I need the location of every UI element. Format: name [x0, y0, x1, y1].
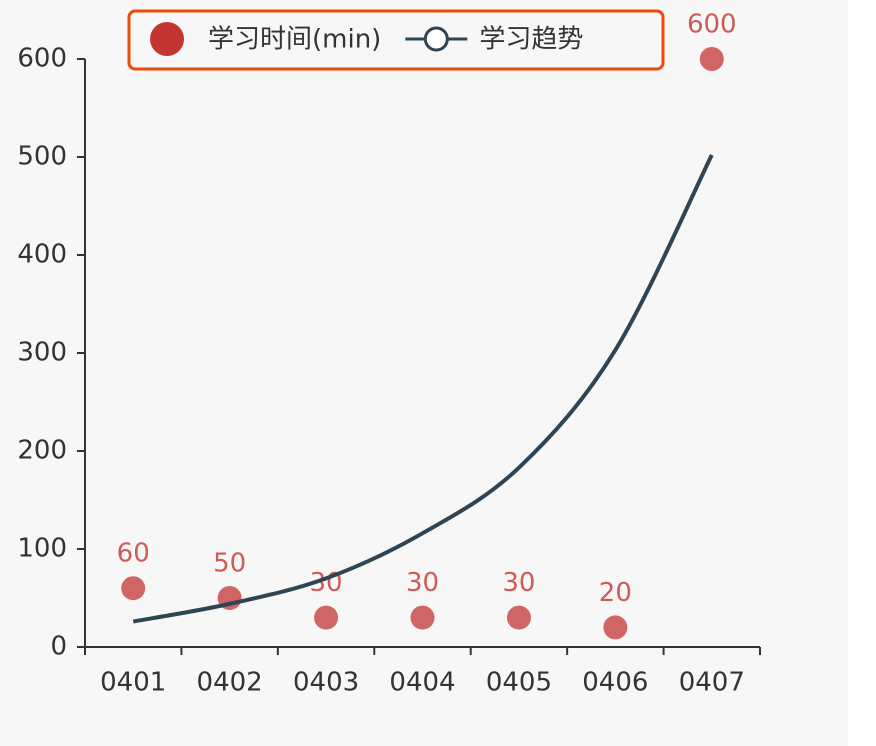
- y-tick-label: 0: [50, 632, 67, 662]
- y-tick-label: 400: [17, 240, 67, 270]
- data-label: 50: [213, 549, 246, 579]
- y-tick-label: 100: [17, 534, 67, 564]
- legend-label: 学习趋势: [479, 25, 583, 55]
- legend-symbol: [423, 26, 449, 52]
- data-label: 30: [406, 568, 439, 598]
- chart-background: [0, 0, 848, 746]
- legend-symbol: [150, 22, 184, 56]
- x-tick-label: 0402: [197, 668, 263, 698]
- y-tick-label: 600: [17, 44, 67, 74]
- data-label: 600: [687, 10, 737, 40]
- scatter-point: [603, 615, 628, 640]
- data-label: 60: [117, 539, 150, 569]
- legend-frame: [127, 9, 665, 71]
- legend-label: 学习时间(min): [208, 25, 381, 55]
- x-tick-label: 0401: [100, 668, 166, 698]
- x-tick-label: 0407: [679, 668, 745, 698]
- trend-line: [132, 154, 714, 624]
- x-tick-label: 0406: [582, 668, 648, 698]
- data-label: 30: [502, 568, 535, 598]
- x-tick-label: 0404: [389, 668, 455, 698]
- y-tick-label: 300: [17, 338, 67, 368]
- x-tick-label: 0403: [293, 668, 359, 698]
- x-tick-label: 0405: [486, 668, 552, 698]
- scatter-point: [699, 47, 724, 71]
- y-tick-label: 200: [17, 436, 67, 466]
- scatter-point: [506, 605, 531, 630]
- scatter-point: [410, 605, 435, 630]
- scatter-point: [314, 605, 339, 630]
- y-tick-label: 500: [17, 142, 67, 172]
- scatter-point: [121, 576, 146, 601]
- data-label: 20: [599, 578, 632, 608]
